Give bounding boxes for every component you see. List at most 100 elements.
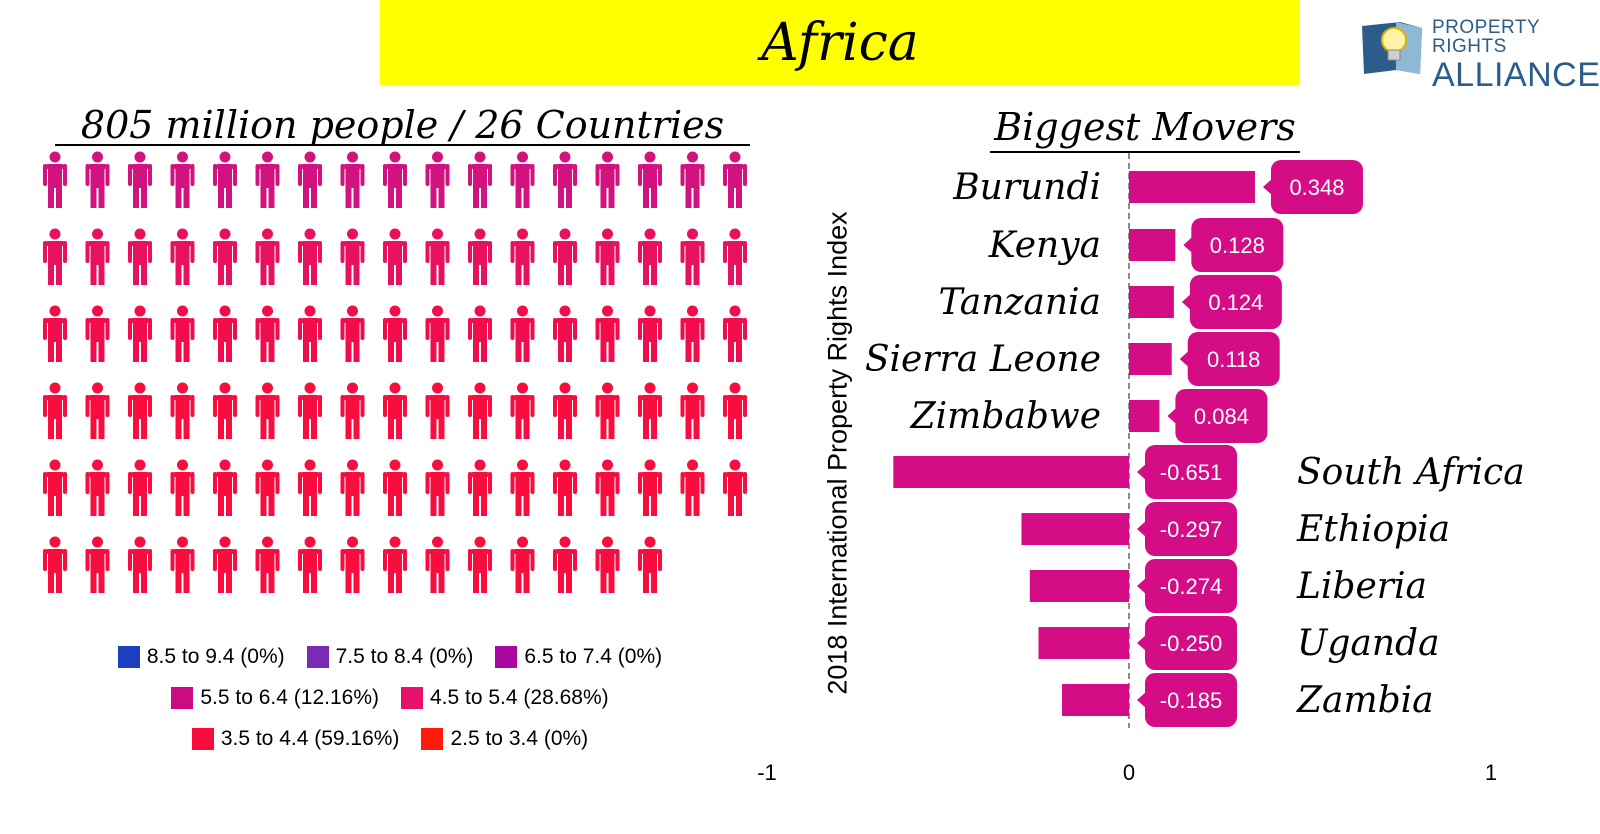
person-icon — [255, 305, 280, 362]
person-icon — [255, 536, 280, 593]
person-icon — [128, 536, 152, 593]
person-icon — [43, 459, 67, 516]
value-label: -0.297 — [1160, 517, 1222, 542]
legend-item: 3.5 to 4.4 (59.16%) — [191, 727, 399, 751]
legend-item: 7.5 to 8.4 (0%) — [306, 645, 474, 669]
person-icon — [170, 305, 195, 362]
person-icon — [85, 305, 110, 362]
person-icon — [595, 536, 620, 593]
person-icon — [510, 228, 535, 285]
person-icon — [553, 228, 577, 285]
legend-row: 8.5 to 9.4 (0%) 7.5 to 8.4 (0%) 6.5 to 7.4… — [0, 645, 780, 669]
legend-label: 8.5 to 9.4 (0%) — [146, 645, 285, 668]
person-icon — [340, 382, 365, 439]
person-icon — [723, 228, 747, 285]
person-icon — [213, 459, 237, 516]
person-icon — [383, 459, 407, 516]
page-title: Africa — [761, 12, 919, 73]
person-icon — [383, 151, 407, 208]
x-tick-label: -1 — [757, 760, 777, 785]
people-title-underline — [55, 144, 750, 146]
person-icon — [553, 151, 577, 208]
legend-item: 4.5 to 5.4 (28.68%) — [401, 686, 609, 710]
title-banner: Africa — [380, 0, 1300, 85]
person-icon — [638, 536, 662, 593]
person-icon — [510, 151, 535, 208]
legend-swatch — [171, 687, 194, 709]
person-icon — [340, 459, 365, 516]
person-icon — [255, 382, 280, 439]
logo: PROPERTY RIGHTS ALLIANCE — [1360, 16, 1600, 92]
value-label: -0.185 — [1160, 688, 1222, 713]
legend-label: 7.5 to 8.4 (0%) — [335, 645, 474, 668]
person-icon — [723, 459, 747, 516]
person-icon — [298, 459, 322, 516]
value-callout: -0.274 — [1137, 559, 1237, 613]
person-icon — [128, 151, 152, 208]
legend-label: 4.5 to 5.4 (28.68%) — [430, 686, 609, 709]
legend-swatch — [306, 646, 329, 668]
person-icon — [213, 382, 237, 439]
bar — [1029, 570, 1129, 602]
legend-label: 6.5 to 7.4 (0%) — [524, 645, 663, 668]
person-icon — [383, 228, 407, 285]
person-icon — [553, 305, 577, 362]
person-icon — [383, 382, 407, 439]
value-callout: -0.297 — [1137, 502, 1237, 556]
category-label: Zambia — [1296, 680, 1434, 721]
legend-swatch — [191, 728, 214, 750]
person-icon — [340, 151, 365, 208]
legend-label: 2.5 to 3.4 (0%) — [450, 727, 589, 750]
person-icon — [128, 382, 152, 439]
value-callout: -0.651 — [1137, 445, 1237, 499]
value-label: -0.274 — [1160, 574, 1222, 599]
legend-swatch — [401, 687, 423, 709]
x-tick-label: 1 — [1485, 760, 1497, 785]
value-label: 0.084 — [1194, 404, 1249, 429]
person-icon — [595, 382, 620, 439]
category-label: Zimbabwe — [910, 396, 1101, 437]
value-callout: -0.185 — [1137, 673, 1237, 727]
person-icon — [638, 228, 662, 285]
person-icon — [468, 305, 492, 362]
legend-item: 6.5 to 7.4 (0%) — [495, 645, 662, 669]
person-icon — [680, 228, 705, 285]
lightbulb-map-icon — [1362, 22, 1422, 74]
value-label: 0.348 — [1289, 175, 1344, 200]
person-icon — [468, 536, 492, 593]
legend-label: 5.5 to 6.4 (12.16%) — [200, 686, 379, 709]
value-label: 0.128 — [1210, 233, 1265, 258]
logo-line-1: PROPERTY RIGHTS — [1432, 17, 1540, 57]
person-icon — [298, 228, 322, 285]
logo-line-2: ALLIANCE — [1432, 56, 1600, 94]
person-icon — [425, 536, 450, 593]
category-label: Tanzania — [939, 282, 1101, 323]
people-pictogram — [43, 151, 747, 593]
legend-row: 5.5 to 6.4 (12.16%) 4.5 to 5.4 (28.68%) — [0, 686, 780, 710]
person-icon — [468, 151, 492, 208]
person-icon — [170, 151, 195, 208]
person-icon — [468, 382, 492, 439]
person-icon — [723, 382, 747, 439]
person-icon — [425, 151, 450, 208]
person-icon — [595, 151, 620, 208]
person-icon — [425, 228, 450, 285]
category-label: Ethiopia — [1296, 509, 1450, 550]
person-icon — [255, 459, 280, 516]
person-icon — [170, 382, 195, 439]
person-icon — [468, 459, 492, 516]
bar — [1129, 286, 1174, 318]
person-icon — [553, 459, 577, 516]
person-icon — [510, 459, 535, 516]
person-icon — [680, 459, 705, 516]
person-icon — [638, 305, 662, 362]
legend-row: 3.5 to 4.4 (59.16%) 2.5 to 3.4 (0%) — [0, 727, 780, 751]
bar — [1062, 684, 1129, 716]
person-icon — [128, 228, 152, 285]
bar — [1129, 343, 1172, 375]
person-icon — [43, 536, 67, 593]
value-label: 0.118 — [1207, 347, 1260, 372]
category-label: Burundi — [952, 167, 1101, 208]
person-icon — [298, 536, 322, 593]
person-icon — [340, 536, 365, 593]
